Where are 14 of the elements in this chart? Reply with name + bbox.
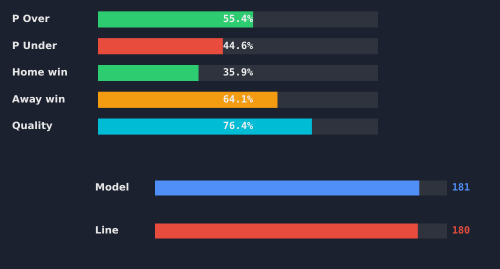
data-label: 35.9% — [222, 68, 254, 79]
y-tick-label: Away win — [12, 94, 66, 106]
y-tick-label: P Under — [12, 40, 57, 52]
y-tick-label: Model — [95, 182, 130, 194]
data-label: 180 — [452, 226, 470, 237]
data-label: 44.6% — [222, 40, 254, 52]
y-tick-label: Quality — [12, 121, 54, 132]
data-label: 181 — [452, 182, 470, 194]
y-tick-label: P Over — [12, 14, 50, 25]
data-label: 64.1% — [222, 94, 254, 106]
data-label: 55.4% — [222, 14, 254, 25]
data-label: 76.4% — [222, 121, 254, 132]
y-tick-label: Line — [95, 226, 119, 237]
y-tick-label: Home win — [12, 68, 68, 79]
